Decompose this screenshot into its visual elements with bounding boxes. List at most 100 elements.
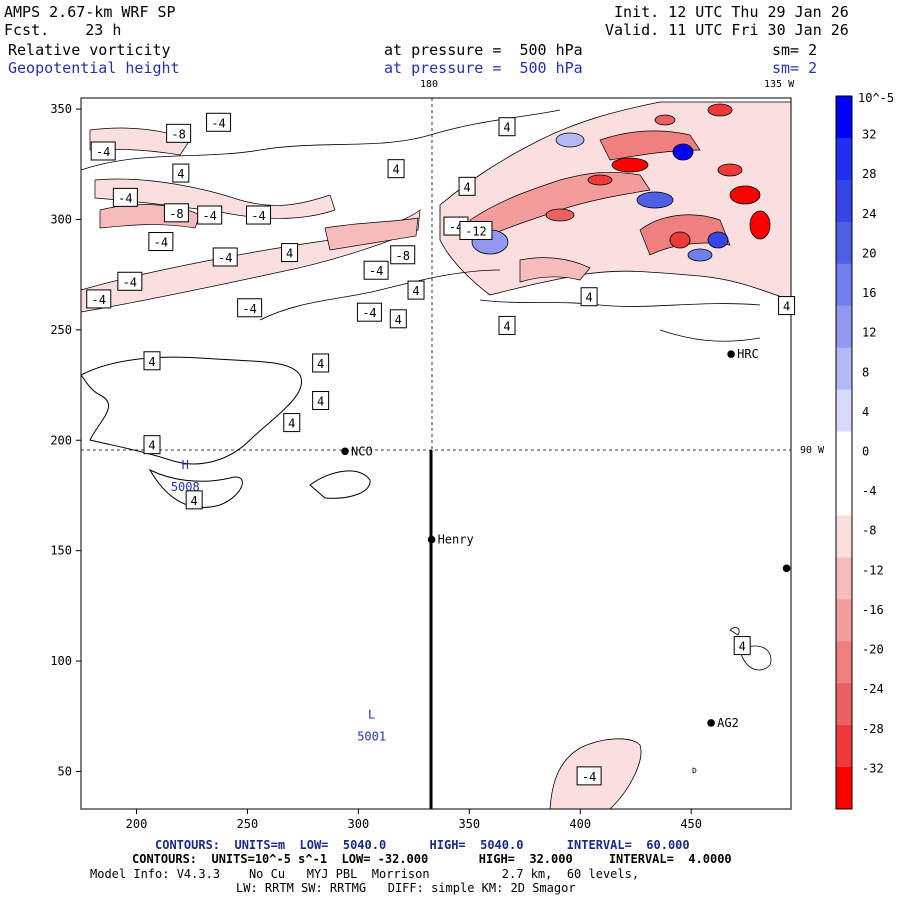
lon-label-180: 180: [420, 79, 439, 90]
colorbar-segment: [836, 641, 852, 684]
colorbar-tick-label: -8: [862, 524, 876, 538]
colorbar-segment: [836, 599, 852, 642]
colorbar-tick-label: 4: [862, 405, 869, 419]
vorticity-cluster: [599, 130, 701, 161]
station-dot: [727, 350, 735, 358]
contour-label: 4: [580, 287, 598, 307]
contour-label-text: 4: [148, 439, 155, 453]
x-tick-label: 350: [458, 817, 480, 831]
y-tick-label: 100: [50, 654, 72, 668]
physics-info: LW: RRTM SW: RRTMG DIFF: simple KM: 2D S…: [236, 881, 576, 895]
contour-label: -4: [86, 289, 112, 309]
contour-label-box: [246, 205, 271, 225]
contour-label-box: [407, 280, 425, 300]
contour-label-text: -8: [395, 249, 409, 263]
model-title: AMPS 2.67-km WRF SP: [4, 3, 176, 21]
contour-label-text: 4: [739, 640, 746, 654]
field2-name: Geopotential height: [8, 59, 180, 77]
contour-label: -4: [246, 205, 271, 225]
colorbar-segment: [836, 347, 852, 391]
contour-label: -4: [206, 112, 232, 132]
model-info: Model Info: V4.3.3 No Cu MYJ PBL Morriso…: [90, 867, 640, 881]
contour-label: 4: [498, 117, 516, 137]
station-dot: [427, 535, 436, 544]
forecast-hour: Fcst. 23 h: [4, 21, 122, 39]
strong-negative-patch: [707, 103, 733, 117]
contour-label-box: [185, 490, 203, 510]
colorbar-segment: [836, 683, 852, 726]
contour-label: 4: [172, 163, 190, 183]
y-tick-label: 350: [50, 102, 72, 116]
contour-label-text: 4: [148, 355, 155, 369]
colorbar-segment: [836, 725, 852, 768]
contour-label: -8: [166, 123, 192, 143]
station-dot: [341, 447, 349, 456]
positive-vorticity-patch: [687, 248, 713, 262]
contour-label: -4: [112, 187, 138, 207]
contour-label: -4: [356, 302, 382, 322]
contour-label-box: [143, 351, 161, 371]
contour-label: -4: [148, 232, 174, 252]
contour-label-box: [312, 353, 330, 373]
contour-label-box: [212, 247, 238, 267]
contour-label-box: [283, 413, 301, 433]
vorticity-cluster: [519, 257, 591, 283]
vorticity-contour: [739, 645, 772, 671]
contour-label-text: 4: [463, 180, 470, 194]
colorbar-tick-label: -32: [862, 761, 884, 775]
strong-negative-patch: [749, 210, 771, 240]
vorticity-field: [81, 101, 791, 809]
strong-negative-patch: [587, 174, 613, 186]
contour-label: -4: [237, 298, 263, 318]
contour-label-text: 4: [317, 395, 324, 409]
field1-smoothing: sm= 2: [772, 41, 818, 59]
contour-label: 4: [143, 351, 161, 371]
contour-label-text: -4: [218, 251, 232, 265]
contour-label-box: [498, 117, 516, 137]
init-time: Init. 12 UTC Thu 29 Jan 26: [614, 3, 849, 21]
field2-smoothing: sm= 2: [772, 59, 818, 77]
colorbar-tick-label: 16: [862, 286, 876, 300]
contour-label: -4: [363, 260, 389, 280]
pressure-centers: H 5008 L 5001: [171, 458, 386, 744]
contours-vorticity-info: CONTOURS: UNITS=10^-5 s^-1 LOW= -32.000 …: [132, 852, 732, 866]
strong-negative-patch: [729, 185, 761, 205]
contour-label: 4: [312, 391, 330, 411]
colorbar-segment: [836, 431, 852, 474]
plot-frame: [80, 97, 792, 810]
contour-label-text: 4: [177, 167, 184, 181]
y-tick-label: 200: [50, 433, 72, 447]
contour-label-text: -4: [211, 116, 225, 130]
contour-label-text: -8: [169, 207, 183, 221]
colorbar-tick-label: -24: [862, 682, 884, 696]
vorticity-contour: [692, 767, 697, 774]
contour-label-text: -4: [92, 293, 106, 307]
colorbar-tick-label: 28: [862, 167, 876, 181]
vorticity-contour: [479, 299, 761, 307]
contour-label-box: [312, 391, 330, 411]
contour-label-text: -4: [242, 302, 256, 316]
colorbar-tick-label: -28: [862, 722, 884, 736]
contour-label-text: 4: [412, 284, 419, 298]
colorbar-tick-label: -4: [862, 484, 876, 498]
positive-vorticity-patch: [555, 132, 585, 148]
contour-label-box: [117, 271, 143, 291]
contour-label-box: [778, 296, 796, 316]
strong-negative-patch: [654, 114, 676, 126]
colorbar-tick-label: 0: [862, 445, 869, 459]
contour-label-box: [166, 123, 192, 143]
colorbar: 32 28 24 20 16 12 8 4 0 -4 -8 -12 -16 -20 -24 -28 -32 10^…: [835, 91, 900, 810]
colorbar-tick-label: -20: [862, 643, 884, 657]
contour-label: -8: [163, 203, 189, 223]
station-label: AG2: [717, 716, 739, 730]
contour-label-text: -4: [202, 209, 216, 223]
y-tick-label: 50: [58, 764, 72, 778]
colorbar-segment: [836, 767, 852, 810]
contour-label: -4: [212, 247, 238, 267]
contour-label-box: [90, 141, 116, 161]
contour-label-box: [172, 163, 190, 183]
vorticity-contour: [309, 470, 371, 499]
contour-label-text: -4: [96, 145, 110, 159]
x-tick-label: 400: [569, 817, 591, 831]
